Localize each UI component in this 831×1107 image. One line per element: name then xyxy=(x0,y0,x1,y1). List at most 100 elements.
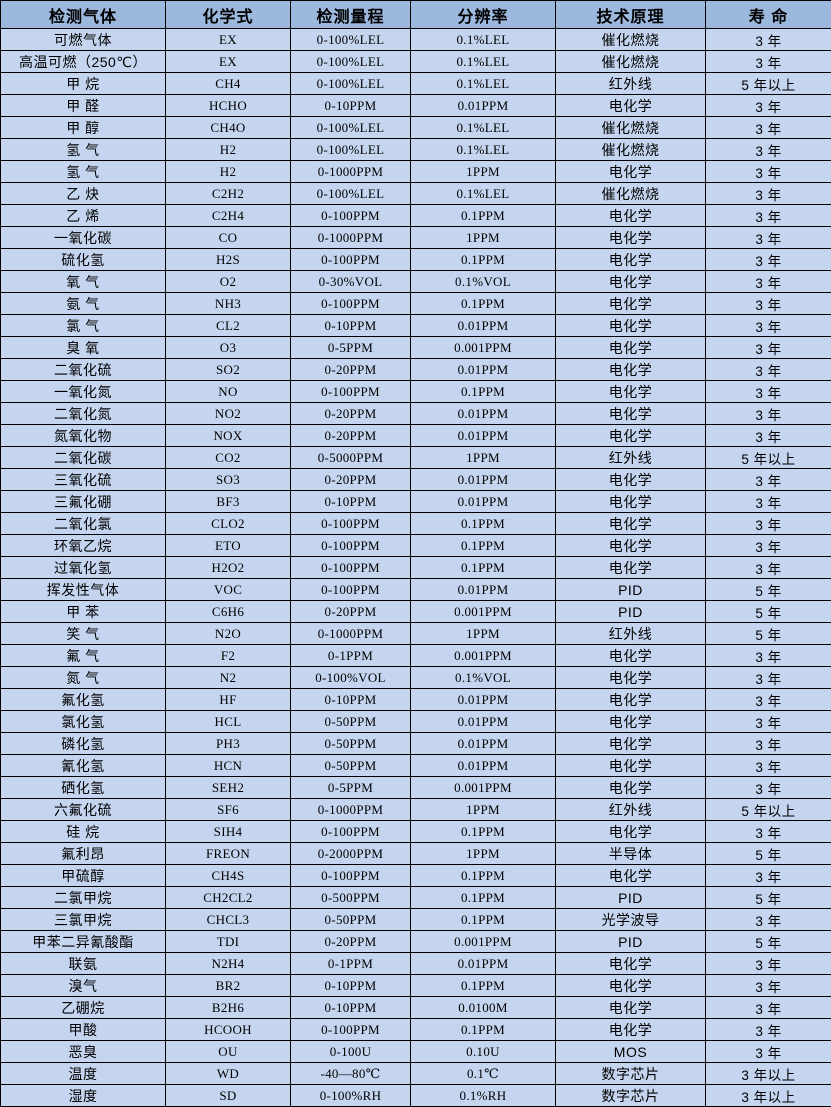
cell-principle: 电化学 xyxy=(556,777,706,799)
cell-range: 0-100%LEL xyxy=(291,183,411,205)
cell-life: 3 年 xyxy=(706,535,831,557)
cell-principle: 催化燃烧 xyxy=(556,139,706,161)
cell-resolution: 0.1%LEL xyxy=(411,117,556,139)
cell-life: 3 年 xyxy=(706,997,831,1019)
cell-gas: 磷化氢 xyxy=(1,733,166,755)
cell-range: 0-100PPM xyxy=(291,249,411,271)
cell-resolution: 1PPM xyxy=(411,161,556,183)
cell-resolution: 0.01PPM xyxy=(411,755,556,777)
cell-resolution: 0.001PPM xyxy=(411,931,556,953)
cell-gas: 氧 气 xyxy=(1,271,166,293)
cell-life: 5 年 xyxy=(706,579,831,601)
cell-life: 3 年 xyxy=(706,1019,831,1041)
cell-principle: 电化学 xyxy=(556,249,706,271)
cell-gas: 二氧化氮 xyxy=(1,403,166,425)
cell-formula: BR2 xyxy=(166,975,291,997)
cell-principle: 电化学 xyxy=(556,997,706,1019)
cell-resolution: 1PPM xyxy=(411,447,556,469)
cell-gas: 笑 气 xyxy=(1,623,166,645)
cell-resolution: 0.01PPM xyxy=(411,403,556,425)
cell-range: 0-100%LEL xyxy=(291,51,411,73)
cell-resolution: 0.1PPM xyxy=(411,865,556,887)
cell-gas: 氟利昂 xyxy=(1,843,166,865)
cell-range: 0-20PPM xyxy=(291,425,411,447)
cell-formula: EX xyxy=(166,51,291,73)
cell-life: 3 年 xyxy=(706,205,831,227)
table-header: 检测气体化学式检测量程分辨率技术原理寿 命 xyxy=(1,1,831,29)
cell-gas: 甲 苯 xyxy=(1,601,166,623)
cell-gas: 氟 气 xyxy=(1,645,166,667)
cell-range: 0-50PPM xyxy=(291,909,411,931)
cell-principle: 红外线 xyxy=(556,73,706,95)
cell-formula: H2O2 xyxy=(166,557,291,579)
cell-resolution: 0.1%LEL xyxy=(411,139,556,161)
cell-life: 3 年 xyxy=(706,469,831,491)
cell-life: 3 年 xyxy=(706,953,831,975)
cell-life: 3 年 xyxy=(706,315,831,337)
cell-formula: NH3 xyxy=(166,293,291,315)
cell-range: 0-10PPM xyxy=(291,975,411,997)
cell-resolution: 0.1PPM xyxy=(411,249,556,271)
cell-resolution: 0.1PPM xyxy=(411,205,556,227)
cell-principle: MOS xyxy=(556,1041,706,1063)
cell-formula: HF xyxy=(166,689,291,711)
cell-formula: OU xyxy=(166,1041,291,1063)
cell-life: 3 年 xyxy=(706,359,831,381)
cell-gas: 三氧化硫 xyxy=(1,469,166,491)
cell-resolution: 1PPM xyxy=(411,623,556,645)
cell-life: 3 年 xyxy=(706,755,831,777)
cell-resolution: 0.1PPM xyxy=(411,557,556,579)
cell-formula: SIH4 xyxy=(166,821,291,843)
cell-range: 0-1000PPM xyxy=(291,623,411,645)
cell-gas: 溴气 xyxy=(1,975,166,997)
cell-gas: 甲 醛 xyxy=(1,95,166,117)
cell-gas: 二氧化硫 xyxy=(1,359,166,381)
cell-gas: 高温可燃（250℃） xyxy=(1,51,166,73)
cell-life: 3 年 xyxy=(706,183,831,205)
cell-life: 3 年以上 xyxy=(706,1085,831,1107)
cell-formula: TDI xyxy=(166,931,291,953)
cell-principle: 催化燃烧 xyxy=(556,117,706,139)
cell-principle: 电化学 xyxy=(556,667,706,689)
cell-range: 0-50PPM xyxy=(291,755,411,777)
cell-life: 3 年 xyxy=(706,711,831,733)
cell-principle: 半导体 xyxy=(556,843,706,865)
cell-resolution: 0.1PPM xyxy=(411,535,556,557)
cell-gas: 乙硼烷 xyxy=(1,997,166,1019)
cell-resolution: 0.01PPM xyxy=(411,425,556,447)
cell-formula: NOX xyxy=(166,425,291,447)
cell-formula: CL2 xyxy=(166,315,291,337)
cell-formula: H2 xyxy=(166,139,291,161)
cell-resolution: 0.01PPM xyxy=(411,711,556,733)
cell-resolution: 0.001PPM xyxy=(411,601,556,623)
cell-principle: 催化燃烧 xyxy=(556,29,706,51)
cell-formula: H2 xyxy=(166,161,291,183)
cell-range: 0-1PPM xyxy=(291,645,411,667)
cell-life: 3 年 xyxy=(706,249,831,271)
cell-principle: PID xyxy=(556,887,706,909)
cell-principle: 电化学 xyxy=(556,315,706,337)
cell-range: 0-1PPM xyxy=(291,953,411,975)
cell-principle: 光学波导 xyxy=(556,909,706,931)
cell-principle: 电化学 xyxy=(556,227,706,249)
cell-resolution: 0.001PPM xyxy=(411,777,556,799)
cell-resolution: 0.1PPM xyxy=(411,887,556,909)
cell-life: 3 年 xyxy=(706,381,831,403)
cell-principle: 电化学 xyxy=(556,711,706,733)
cell-range: 0-2000PPM xyxy=(291,843,411,865)
